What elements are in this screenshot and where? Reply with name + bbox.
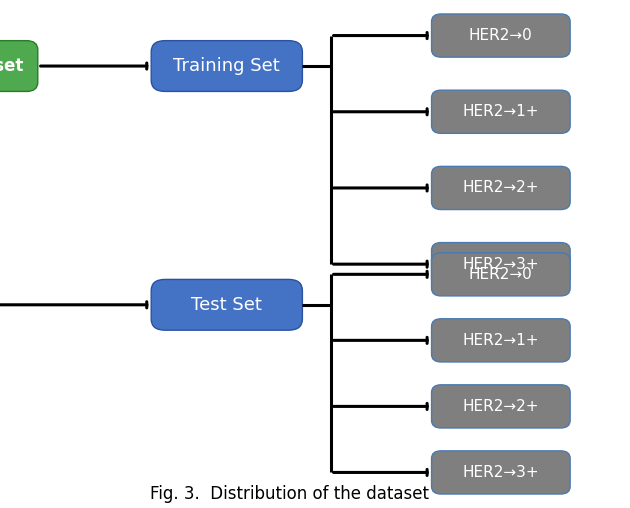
Text: HER2→3+: HER2→3+ [462,465,539,480]
Text: Fig. 3.  Distribution of the dataset: Fig. 3. Distribution of the dataset [151,485,429,503]
Text: Test Set: Test Set [192,296,262,314]
Text: HER2→2+: HER2→2+ [462,399,539,414]
Text: HER2→2+: HER2→2+ [462,180,539,196]
FancyBboxPatch shape [432,14,570,57]
FancyBboxPatch shape [432,451,570,494]
FancyBboxPatch shape [432,252,570,296]
FancyBboxPatch shape [432,167,570,209]
FancyBboxPatch shape [432,90,570,133]
Text: CI Dataset: CI Dataset [0,57,23,75]
FancyBboxPatch shape [432,243,570,285]
FancyBboxPatch shape [0,41,38,91]
FancyBboxPatch shape [432,385,570,428]
FancyBboxPatch shape [151,279,302,330]
Text: HER2→1+: HER2→1+ [462,104,539,119]
FancyBboxPatch shape [432,319,570,362]
FancyBboxPatch shape [151,41,302,91]
Text: Training Set: Training Set [173,57,280,75]
Text: HER2→1+: HER2→1+ [462,333,539,348]
Text: HER2→3+: HER2→3+ [462,257,539,272]
Text: HER2→0: HER2→0 [469,28,533,43]
Text: HER2→0: HER2→0 [469,267,533,282]
